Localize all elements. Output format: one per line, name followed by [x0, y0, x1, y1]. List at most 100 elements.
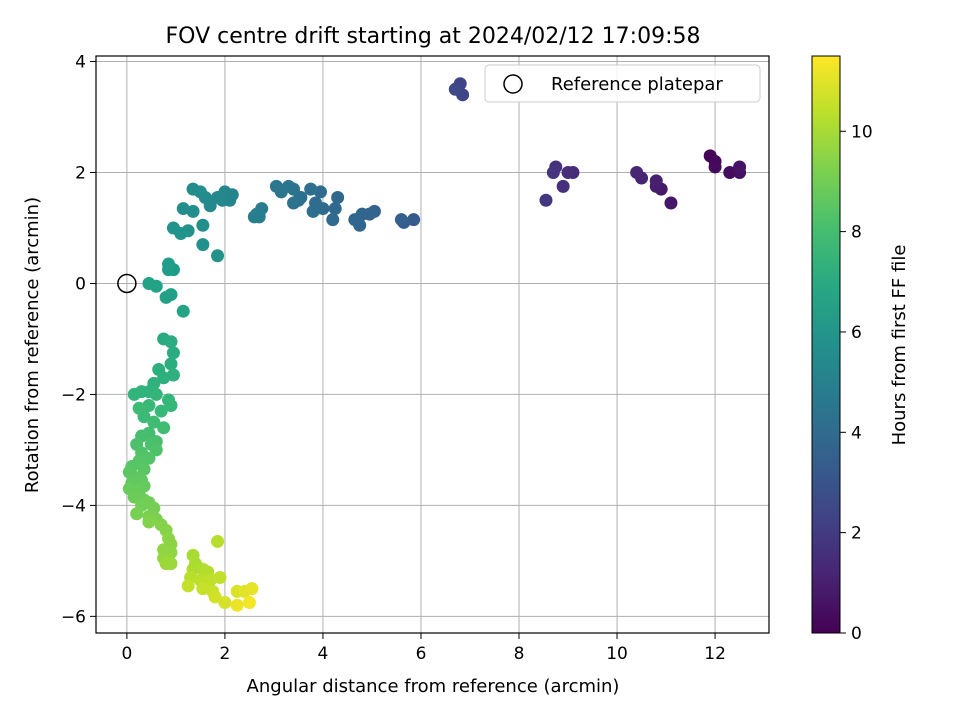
colorbar: 0 2 4 6 8 10 Hours from first FF file: [811, 55, 910, 644]
data-point: [326, 213, 340, 227]
data-point: [166, 346, 180, 360]
x-tick-label: 0: [121, 644, 132, 664]
colorbar-tick-label: 4: [851, 423, 862, 443]
data-point: [561, 166, 575, 180]
data-point: [196, 582, 210, 596]
data-point: [230, 598, 244, 612]
data-point: [149, 443, 163, 457]
data-point: [733, 160, 747, 174]
legend-box: [484, 64, 761, 103]
data-point: [664, 196, 678, 210]
data-point: [159, 290, 173, 304]
data-point: [649, 174, 663, 188]
legend: Reference platepar: [484, 64, 761, 103]
data-point: [127, 387, 141, 401]
data-point: [142, 515, 156, 529]
data-point: [166, 368, 180, 382]
colorbar-ticks: 0 2 4 6 8 10: [840, 122, 873, 644]
data-point: [186, 204, 200, 218]
colorbar-tick-label: 0: [851, 624, 862, 644]
data-point: [157, 371, 171, 385]
data-point: [245, 582, 259, 596]
data-point: [630, 166, 644, 180]
y-tick-label: 4: [75, 53, 86, 73]
data-point: [149, 387, 163, 401]
scatter-points: [122, 77, 747, 612]
y-tick-label: −4: [61, 496, 86, 516]
data-point: [407, 213, 421, 227]
x-axis-ticks: 0 2 4 6 8 10 12: [121, 633, 726, 664]
data-point: [242, 595, 256, 609]
data-point: [539, 193, 553, 207]
grid-lines: [96, 56, 769, 633]
data-point: [313, 185, 327, 199]
data-point: [159, 557, 173, 571]
y-tick-label: −2: [61, 385, 86, 405]
data-point: [142, 276, 156, 290]
data-point: [331, 190, 345, 204]
colorbar-tick-label: 2: [851, 524, 862, 544]
colorbar-tick-label: 6: [851, 323, 862, 343]
x-tick-label: 4: [318, 644, 329, 664]
data-point: [154, 404, 168, 418]
data-point: [142, 451, 156, 465]
x-axis-label: Angular distance from reference (arcmin): [247, 676, 620, 697]
data-point: [328, 202, 342, 216]
colorbar-label: Hours from first FF file: [889, 245, 910, 446]
x-tick-label: 6: [416, 644, 427, 664]
data-point: [164, 357, 178, 371]
y-tick-label: 2: [75, 164, 86, 184]
data-point: [304, 182, 318, 196]
data-point: [164, 399, 178, 413]
data-point: [142, 399, 156, 413]
data-point: [218, 595, 232, 609]
colorbar-gradient: [811, 55, 841, 634]
data-point: [130, 507, 144, 521]
data-point: [203, 573, 217, 587]
data-point: [164, 335, 178, 349]
data-point: [196, 218, 210, 232]
data-point: [211, 534, 225, 548]
data-point: [287, 196, 301, 210]
data-point: [247, 210, 261, 224]
colorbar-tick-label: 8: [851, 223, 862, 243]
x-tick-label: 12: [704, 644, 726, 664]
x-tick-label: 10: [606, 644, 628, 664]
data-point: [127, 490, 141, 504]
y-axis-label: Rotation from reference (arcmin): [22, 197, 43, 493]
x-tick-label: 2: [220, 644, 231, 664]
chart-title: FOV centre drift starting at 2024/02/12 …: [166, 24, 701, 49]
colorbar-tick-label: 10: [851, 122, 873, 142]
data-point: [556, 179, 570, 193]
data-point: [166, 221, 180, 235]
data-point: [137, 462, 151, 476]
data-point: [132, 401, 146, 415]
data-point: [147, 415, 161, 429]
data-point: [269, 179, 283, 193]
data-point: [186, 182, 200, 196]
legend-marker-icon: [503, 74, 523, 94]
x-tick-label: 8: [514, 644, 525, 664]
data-point: [708, 160, 722, 174]
plot-frame: [95, 55, 770, 634]
data-point: [211, 190, 225, 204]
legend-label: Reference platepar: [551, 74, 723, 95]
data-point: [157, 421, 171, 435]
data-point: [546, 166, 560, 180]
data-point: [176, 202, 190, 216]
data-point: [208, 590, 222, 604]
data-point: [213, 571, 227, 585]
data-point: [162, 257, 176, 271]
y-tick-label: −6: [61, 607, 86, 627]
data-point: [176, 304, 190, 318]
data-point: [348, 213, 362, 227]
reference-platepar-marker: [117, 273, 137, 294]
data-point: [181, 579, 195, 593]
data-point: [723, 166, 737, 180]
data-point: [306, 204, 320, 218]
data-point: [196, 238, 210, 252]
y-axis-ticks: −6 −4 −2 0 2 4: [61, 53, 96, 627]
y-tick-label: 0: [75, 274, 86, 294]
